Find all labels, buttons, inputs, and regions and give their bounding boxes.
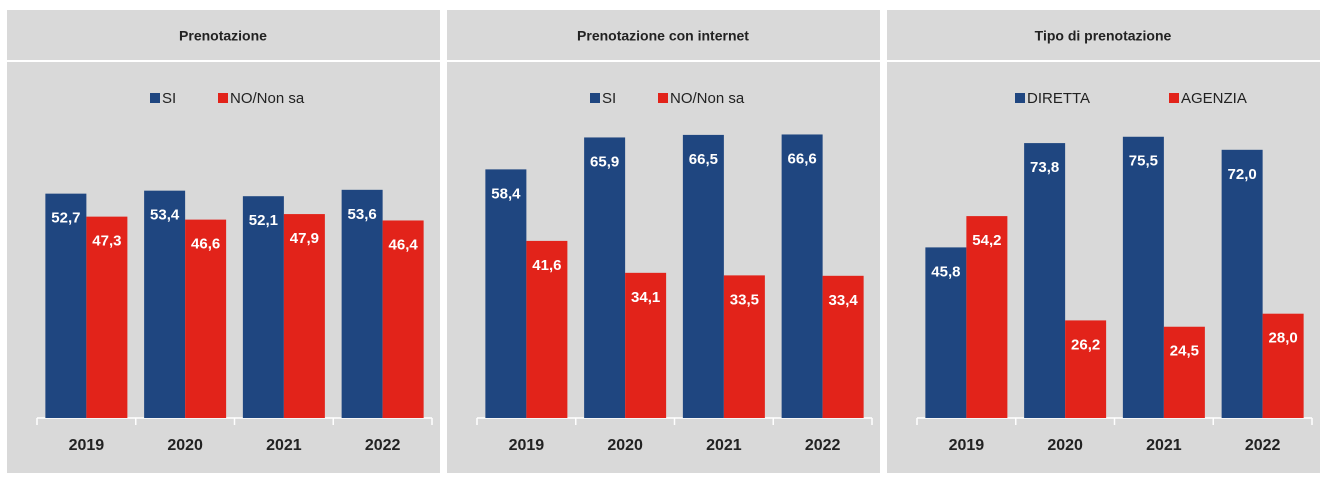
legend-label: AGENZIA xyxy=(1181,90,1247,107)
x-tick-label: 2022 xyxy=(1245,437,1281,454)
bar xyxy=(1065,320,1107,418)
bar xyxy=(144,190,186,418)
data-label: 41,6 xyxy=(532,257,561,274)
data-label: 47,9 xyxy=(290,230,319,247)
bar xyxy=(526,240,568,418)
legend-label: NO/Non sa xyxy=(670,90,745,107)
bar xyxy=(1163,326,1205,418)
bar xyxy=(822,275,864,418)
bar xyxy=(283,214,325,418)
legend-label: SI xyxy=(602,90,616,107)
data-label: 28,0 xyxy=(1269,330,1298,347)
legend-swatch xyxy=(1015,93,1025,103)
x-tick-label: 2022 xyxy=(365,437,401,454)
data-label: 75,5 xyxy=(1129,153,1158,170)
data-label: 26,2 xyxy=(1071,336,1100,353)
bar xyxy=(485,169,527,418)
data-label: 46,6 xyxy=(191,236,220,253)
bar xyxy=(86,216,128,418)
bar xyxy=(723,275,765,418)
data-label: 58,4 xyxy=(491,185,521,202)
x-tick-label: 2021 xyxy=(1146,437,1182,454)
data-label: 46,4 xyxy=(389,236,419,253)
header-band xyxy=(7,10,440,60)
x-tick-label: 2020 xyxy=(607,437,643,454)
bar xyxy=(1221,149,1263,419)
data-label: 24,5 xyxy=(1170,343,1199,360)
data-label: 72,0 xyxy=(1228,166,1257,183)
bar xyxy=(185,219,227,418)
x-tick-label: 2019 xyxy=(949,437,985,454)
data-label: 54,2 xyxy=(972,232,1001,249)
x-tick-label: 2020 xyxy=(1047,437,1083,454)
bar xyxy=(1122,136,1164,418)
data-label: 66,5 xyxy=(689,151,718,168)
x-tick-label: 2019 xyxy=(69,437,105,454)
legend-label: SI xyxy=(162,90,176,107)
bar xyxy=(242,196,284,418)
x-tick-label: 2019 xyxy=(509,437,545,454)
legend-swatch xyxy=(1169,93,1179,103)
legend-swatch xyxy=(658,93,668,103)
legend-swatch xyxy=(590,93,600,103)
panel-title: Prenotazione con internet xyxy=(577,28,749,44)
bar xyxy=(925,247,967,418)
data-label: 52,1 xyxy=(249,212,278,229)
data-label: 47,3 xyxy=(92,233,121,250)
data-label: 33,4 xyxy=(829,292,859,309)
data-label: 73,8 xyxy=(1030,159,1059,176)
legend-label: NO/Non sa xyxy=(230,90,305,107)
bar xyxy=(584,137,626,418)
data-label: 66,6 xyxy=(788,150,817,167)
data-label: 65,9 xyxy=(590,153,619,170)
x-tick-label: 2020 xyxy=(167,437,203,454)
legend-swatch xyxy=(218,93,228,103)
x-tick-label: 2021 xyxy=(266,437,302,454)
bar xyxy=(341,189,383,418)
bar xyxy=(382,220,424,418)
header-band xyxy=(887,10,1320,60)
data-label: 53,4 xyxy=(150,207,180,224)
bar xyxy=(625,272,667,418)
bar xyxy=(781,134,823,418)
bar xyxy=(966,216,1008,418)
bar xyxy=(1024,143,1066,418)
x-tick-label: 2022 xyxy=(805,437,841,454)
data-label: 53,6 xyxy=(348,206,377,223)
data-label: 45,8 xyxy=(931,263,960,280)
x-tick-label: 2021 xyxy=(706,437,742,454)
data-label: 52,7 xyxy=(51,210,80,227)
header-band xyxy=(447,10,880,60)
bar xyxy=(682,134,724,418)
panel-title: Prenotazione xyxy=(179,28,267,44)
legend-label: DIRETTA xyxy=(1027,90,1090,107)
data-label: 33,5 xyxy=(730,291,759,308)
bar xyxy=(45,193,87,418)
panel-title: Tipo di prenotazione xyxy=(1035,28,1172,44)
bar xyxy=(1262,313,1304,418)
data-label: 34,1 xyxy=(631,289,660,306)
legend-swatch xyxy=(150,93,160,103)
